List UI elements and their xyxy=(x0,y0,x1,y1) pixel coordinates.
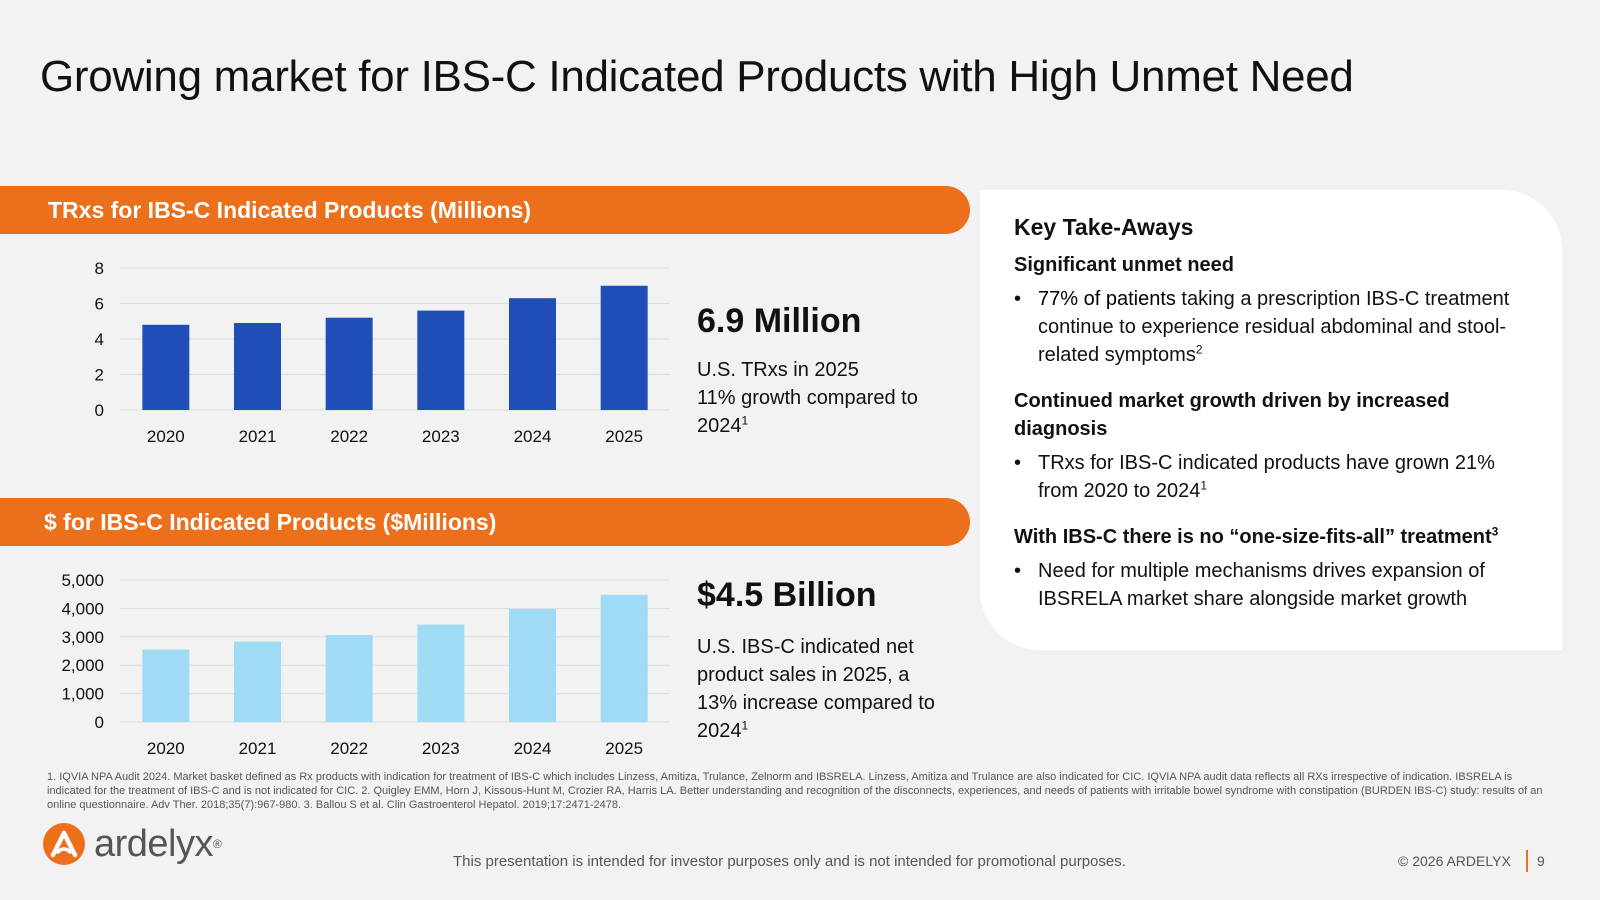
key-bullet-market-growth: TRxs for IBS-C indicated products have g… xyxy=(1014,449,1534,505)
key-subhead-one-size-ref: 3 xyxy=(1491,524,1499,539)
sales-chart-banner: $ for IBS-C Indicated Products ($Million… xyxy=(0,498,970,546)
key-bullet-unmet-need-text: taking a prescription IBS-C treatment co… xyxy=(1038,288,1510,366)
trx-chart-banner: TRxs for IBS-C Indicated Products (Milli… xyxy=(0,186,970,234)
sales-bar-2021 xyxy=(234,641,281,722)
key-takeaways-heading: Key Take-Aways xyxy=(1014,214,1194,240)
trx-x-tick-label: 2020 xyxy=(147,427,185,446)
trx-bar-2021 xyxy=(234,323,281,410)
key-subhead-market-growth-text: Continued market growth driven by increa… xyxy=(1014,390,1450,440)
sales-bar-chart: 0 1,000 2,000 3,000 4,000 5,000 2020 2021 2022 20… xyxy=(61,571,670,758)
key-subhead-one-size: With IBS-C there is no “one-size-fits-al… xyxy=(1014,523,1534,551)
trx-x-tick-label: 2024 xyxy=(514,427,552,446)
footnotes: 1. IQVIA NPA Audit 2024. Market basket d… xyxy=(47,771,1543,811)
trx-x-tick-label: 2025 xyxy=(605,427,643,446)
footer-copyright: © 2026 ARDELYX xyxy=(1398,853,1511,869)
ardelyx-logo-registered: ® xyxy=(213,837,222,851)
sales-x-tick-label: 2025 xyxy=(605,739,643,758)
key-bullet-market-growth-text: TRxs for IBS-C indicated products have g… xyxy=(1038,452,1495,502)
sales-y-tick-label: 3,000 xyxy=(61,628,104,647)
sales-y-tick-label: 2,000 xyxy=(61,656,104,675)
ardelyx-logo: ardelyx ® xyxy=(42,822,222,866)
trx-stat-line2: 11% growth compared to 2024 xyxy=(697,387,918,437)
sales-stat-description: U.S. IBS-C indicated net product sales i… xyxy=(697,633,947,745)
trx-bar-2022 xyxy=(325,317,373,410)
sales-y-tick-label: 1,000 xyxy=(61,685,104,704)
page-number: 9 xyxy=(1537,853,1545,869)
footer-disclaimer: This presentation is intended for invest… xyxy=(453,853,1126,870)
trx-x-tick-label: 2022 xyxy=(330,427,368,446)
trx-y-tick-label: 0 xyxy=(95,401,104,420)
key-bullet-unmet-need-ref: 2 xyxy=(1195,342,1203,357)
trx-y-tick-label: 4 xyxy=(95,330,104,349)
sales-y-tick-label: 5,000 xyxy=(61,571,104,590)
trx-bar-2025 xyxy=(600,285,648,410)
trx-bar-2024 xyxy=(509,298,556,410)
sales-bar-2020 xyxy=(142,649,190,722)
trx-y-tick-label: 6 xyxy=(95,295,104,314)
trx-bar-chart: 0 2 4 6 8 2020 2021 2022 2023 2024 2025 xyxy=(95,259,670,446)
page-title: Growing market for IBS-C Indicated Produ… xyxy=(40,52,1354,101)
trx-y-tick-label: 8 xyxy=(95,259,104,278)
trx-stat-description: U.S. TRxs in 2025 11% growth compared to… xyxy=(697,356,947,440)
sales-y-tick-label: 4,000 xyxy=(61,599,104,618)
sales-y-tick-label: 0 xyxy=(95,713,104,732)
key-subhead-market-growth: Continued market growth driven by increa… xyxy=(1014,387,1534,443)
sales-bar-2025 xyxy=(600,594,648,722)
sales-stat-line1: U.S. IBS-C indicated net product sales i… xyxy=(697,636,935,742)
key-takeaways-card: Key Take-Aways Significant unmet need 77… xyxy=(980,190,1562,650)
ardelyx-logo-icon xyxy=(43,823,85,865)
trx-stat-value: 6.9 Million xyxy=(697,302,862,340)
sales-bar-2022 xyxy=(325,635,373,722)
trx-stat-footnote-ref: 1 xyxy=(741,413,749,428)
ardelyx-logo-text: ardelyx xyxy=(94,823,214,865)
trx-bar-2020 xyxy=(142,324,190,410)
key-bullet-unmet-need: 77% of patients taking a prescription IB… xyxy=(1014,285,1534,369)
sales-x-tick-label: 2022 xyxy=(330,739,368,758)
key-bullet-emphasis: 77% of patients xyxy=(1038,288,1176,310)
sales-x-tick-label: 2023 xyxy=(422,739,460,758)
footer-separator xyxy=(1526,850,1528,872)
sales-stat-value: $4.5 Billion xyxy=(697,576,877,614)
trx-y-tick-label: 2 xyxy=(95,366,104,385)
trx-x-tick-label: 2021 xyxy=(239,427,277,446)
trx-x-tick-label: 2023 xyxy=(422,427,460,446)
trx-stat-line1: U.S. TRxs in 2025 xyxy=(697,359,859,381)
sales-bar-2023 xyxy=(417,624,465,722)
key-subhead-unmet-need: Significant unmet need xyxy=(1014,251,1534,279)
key-bullet-one-size: Need for multiple mechanisms drives expa… xyxy=(1014,557,1534,613)
key-subhead-one-size-text: With IBS-C there is no “one-size-fits-al… xyxy=(1014,526,1492,548)
sales-x-tick-label: 2021 xyxy=(239,739,277,758)
sales-x-tick-label: 2020 xyxy=(147,739,185,758)
key-bullet-market-growth-ref: 1 xyxy=(1200,478,1208,493)
sales-x-tick-label: 2024 xyxy=(514,739,552,758)
key-bullet-one-size-text: Need for multiple mechanisms drives expa… xyxy=(1038,560,1485,610)
key-subhead-unmet-need-text: Significant unmet need xyxy=(1014,254,1235,276)
trx-bar-2023 xyxy=(417,310,465,410)
sales-bar-2024 xyxy=(509,608,556,722)
sales-stat-footnote-ref: 1 xyxy=(741,718,749,733)
